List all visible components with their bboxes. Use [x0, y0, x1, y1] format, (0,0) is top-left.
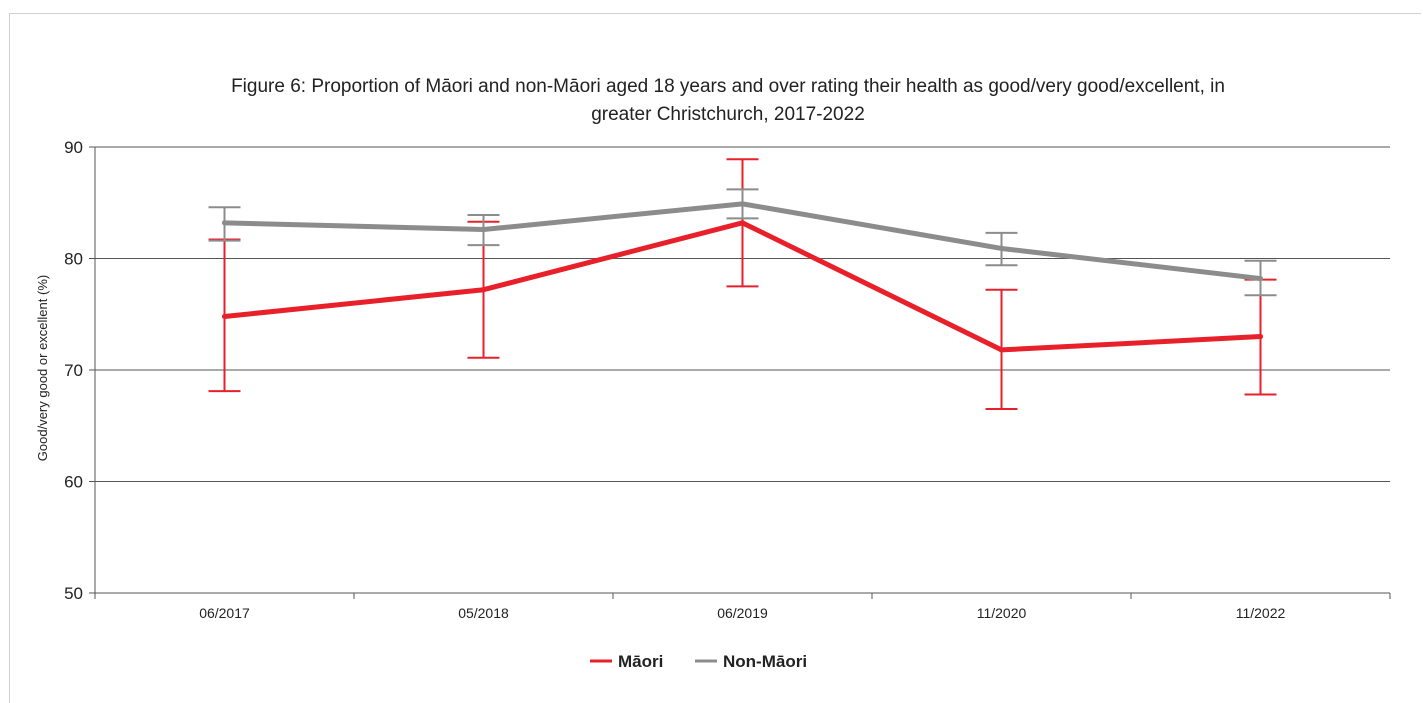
- x-axis-ticks: 06/2017 05/2018 06/2019 11/2020 11/2022: [199, 605, 1285, 621]
- data-point: [1258, 334, 1263, 340]
- legend-label: Māori: [618, 652, 663, 671]
- data-point: [999, 347, 1004, 353]
- chart-frame: [9, 13, 1421, 703]
- x-tick-label: 11/2020: [977, 605, 1027, 621]
- x-tick-label: 06/2017: [199, 605, 250, 621]
- legend-item: Non-Māori: [695, 652, 807, 671]
- data-point: [740, 201, 745, 207]
- legend: Māori Non-Māori: [590, 652, 807, 671]
- chart-title: Figure 6: Proportion of Māori and non-Mā…: [231, 76, 1225, 125]
- series: [208, 158, 1277, 411]
- y-tick-label: 50: [64, 584, 83, 603]
- x-tick-label: 06/2019: [717, 605, 768, 621]
- x-tick-label: 05/2018: [458, 605, 509, 621]
- y-tick-label: 60: [64, 473, 83, 492]
- legend-item: Māori: [590, 652, 663, 671]
- data-point: [481, 287, 486, 293]
- series-1: [208, 188, 1277, 297]
- data-point: [1258, 276, 1263, 282]
- y-tick-label: 90: [64, 138, 83, 157]
- y-tick-label: 80: [64, 250, 83, 269]
- y-axis-ticks: 50 60 70 80 90: [64, 138, 83, 603]
- chart-title-line-2: greater Christchurch, 2017-2022: [591, 104, 865, 125]
- y-tick-label: 70: [64, 361, 83, 380]
- data-point: [740, 220, 745, 226]
- data-point: [999, 245, 1004, 251]
- data-point: [481, 227, 486, 233]
- y-axis-label: Good/very good or excellent (%): [35, 275, 50, 461]
- legend-label: Non-Māori: [723, 652, 807, 671]
- chart-title-line-1: Figure 6: Proportion of Māori and non-Mā…: [231, 76, 1225, 97]
- data-point: [222, 313, 227, 319]
- x-tick-label: 11/2022: [1236, 605, 1286, 621]
- gridlines: [89, 146, 1391, 599]
- data-point: [222, 220, 227, 226]
